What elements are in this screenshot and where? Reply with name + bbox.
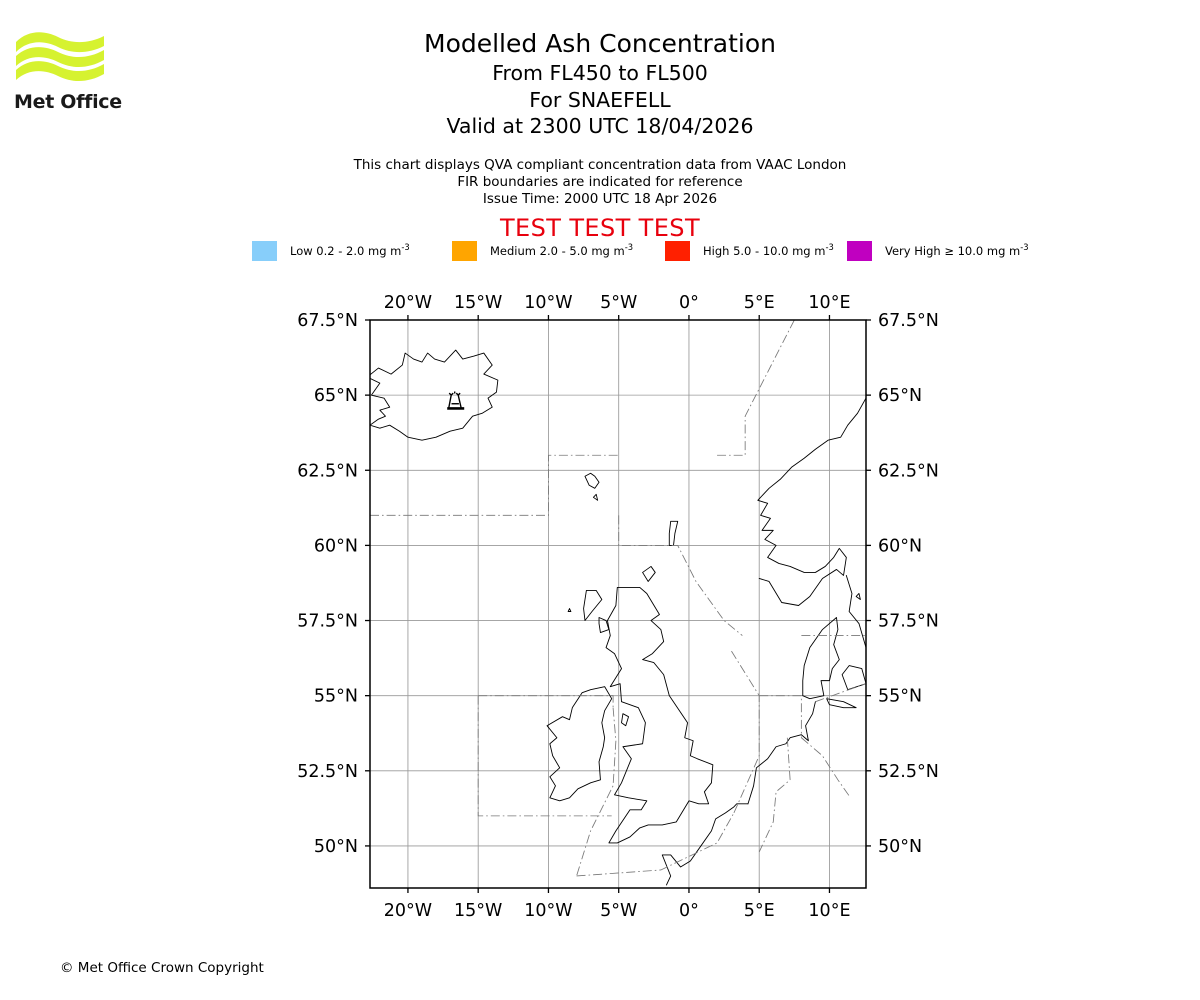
legend-label-1: Medium 2.0 - 5.0 mg m-3	[490, 242, 634, 258]
axis-labels: 20°W 20°W 15°W 15°W 10°W 10°W 5°W 5°W 0° 0° 5°E 5°E…	[297, 293, 939, 921]
lon-label-bottom-5: 5°E	[744, 901, 775, 921]
lat-label-left-5: 55°N	[314, 687, 358, 707]
met-office-wave-icon	[16, 32, 104, 82]
lat-label-left-1: 65°N	[314, 386, 358, 406]
copyright-footer: © Met Office Crown Copyright	[60, 960, 264, 976]
lat-label-left-7: 50°N	[314, 837, 358, 857]
lon-label-top-3: 5°W	[600, 293, 637, 313]
coastline-9	[584, 472, 600, 489]
coastline-10	[592, 493, 599, 501]
fir-boundary-9	[758, 737, 791, 853]
lon-label-bottom-2: 10°W	[524, 901, 572, 921]
met-office-logo: Met Office	[14, 28, 134, 118]
coastline-6	[826, 698, 857, 709]
lat-label-right-2: 62.5°N	[878, 461, 939, 481]
test-banner: TEST TEST TEST	[499, 214, 700, 242]
fir-boundary-layer	[370, 320, 866, 877]
lat-label-right-1: 65°N	[878, 386, 922, 406]
chart-notes-block: This chart displays QVA compliant concen…	[200, 157, 1000, 208]
fir-boundary-10	[801, 737, 851, 799]
lat-label-left-4: 57.5°N	[297, 612, 358, 632]
legend-item-1: Medium 2.0 - 5.0 mg m-3	[452, 240, 633, 262]
legend-swatch-3	[847, 241, 872, 261]
coastline-layer	[370, 349, 866, 886]
fir-boundary-8	[759, 695, 802, 738]
coastline-13	[583, 590, 603, 621]
legend-label-0: Low 0.2 - 2.0 mg m-3	[290, 242, 410, 258]
lon-label-bottom-6: 10°E	[808, 901, 850, 921]
lon-label-bottom-3: 5°W	[600, 901, 637, 921]
legend-label-2: High 5.0 - 10.0 mg m-3	[703, 242, 834, 258]
met-office-logo-text: Met Office	[14, 91, 122, 113]
coastline-1	[605, 587, 714, 844]
coastline-4	[802, 617, 840, 700]
coastline-14	[598, 617, 610, 633]
lat-label-left-6: 52.5°N	[297, 762, 358, 782]
coastline-0	[370, 349, 499, 441]
legend-swatch-2	[665, 241, 690, 261]
coastline-5	[841, 665, 866, 691]
coastline-16	[567, 608, 572, 612]
lat-label-right-4: 57.5°N	[878, 612, 939, 632]
note-fir-boundaries: FIR boundaries are indicated for referen…	[457, 174, 743, 190]
lat-label-right-6: 52.5°N	[878, 762, 939, 782]
coastline-15	[621, 713, 629, 727]
coastline-17	[845, 575, 866, 649]
lat-label-right-7: 50°N	[878, 837, 922, 857]
lat-label-right-0: 67.5°N	[878, 311, 939, 331]
fir-boundary-4	[477, 695, 612, 817]
legend-swatch-0	[252, 241, 277, 261]
lon-label-top-1: 15°W	[454, 293, 502, 313]
lat-label-left-0: 67.5°N	[297, 311, 358, 331]
coastline-7	[661, 803, 749, 886]
title-line-4-valid-time: Valid at 2300 UTC 18/04/2026	[446, 114, 754, 138]
volcano-symbol-snaefell	[447, 391, 465, 410]
fir-boundary-6	[576, 812, 735, 877]
fir-boundary-3	[478, 695, 614, 708]
note-issue-time: Issue Time: 2000 UTC 18 Apr 2026	[482, 191, 718, 207]
map-panel: 20°W 20°W 15°W 15°W 10°W 10°W 5°W 5°W 0° 0° 5°E 5°E…	[250, 286, 950, 926]
lon-label-bottom-1: 15°W	[454, 901, 502, 921]
lon-label-top-2: 10°W	[524, 293, 572, 313]
lon-label-top-6: 10°E	[808, 293, 850, 313]
concentration-legend: Low 0.2 - 2.0 mg m-3 Medium 2.0 - 5.0 mg …	[252, 240, 1029, 262]
title-line-3-volcano: For SNAEFELL	[529, 87, 671, 112]
lat-label-right-3: 60°N	[878, 536, 922, 556]
coastline-18	[855, 593, 861, 600]
legend-item-2: High 5.0 - 10.0 mg m-3	[665, 240, 834, 262]
fir-boundary-7	[730, 650, 760, 814]
volcano-marker	[447, 391, 465, 410]
note-qva-compliance: This chart displays QVA compliant concen…	[353, 157, 847, 173]
coastline-12	[642, 565, 656, 582]
fir-boundary-2	[618, 515, 743, 636]
lon-label-top-5: 5°E	[744, 293, 775, 313]
fir-boundary-5	[576, 707, 617, 877]
title-line-1: Modelled Ash Concentration	[424, 29, 776, 58]
lat-label-left-3: 60°N	[314, 536, 358, 556]
title-line-2-flight-levels: From FL450 to FL500	[492, 61, 708, 85]
ash-concentration-map: 20°W 20°W 15°W 15°W 10°W 10°W 5°W 5°W 0° 0° 5°E 5°E…	[297, 293, 939, 921]
legend-swatch-1	[452, 241, 477, 261]
coastline-2	[546, 686, 613, 802]
legend-label-3: Very High ≥ 10.0 mg m-3	[885, 242, 1029, 258]
coastline-3	[757, 397, 866, 606]
lat-label-left-2: 62.5°N	[297, 461, 358, 481]
lon-label-bottom-4: 0°	[679, 901, 699, 921]
lon-label-top-4: 0°	[679, 293, 699, 313]
chart-title-block: Modelled Ash Concentration From FL450 to…	[200, 28, 1000, 140]
lat-label-right-5: 55°N	[878, 687, 922, 707]
coastline-11	[668, 520, 679, 546]
fir-boundary-12	[815, 683, 866, 703]
map-frame	[365, 315, 871, 893]
coastline-8	[747, 701, 816, 805]
legend-item-3: Very High ≥ 10.0 mg m-3	[847, 240, 1029, 262]
fir-boundary-0	[370, 454, 619, 516]
lon-label-bottom-0: 20°W	[384, 901, 432, 921]
fir-boundary-1	[717, 320, 795, 456]
lon-label-top-0: 20°W	[384, 293, 432, 313]
legend-item-0: Low 0.2 - 2.0 mg m-3	[252, 240, 410, 262]
